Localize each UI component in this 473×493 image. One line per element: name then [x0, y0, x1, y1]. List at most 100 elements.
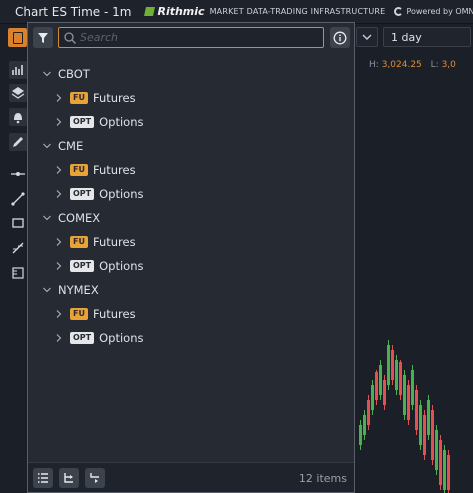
futures-badge: FU [70, 308, 88, 320]
exchange-label: COMEX [58, 211, 101, 225]
window-title: Chart ES Time - 1m [15, 4, 132, 19]
exchange-label: CBOT [58, 67, 90, 81]
candle-body [427, 400, 430, 435]
chevron-down-icon[interactable] [42, 69, 52, 79]
tree-item-comex-futures[interactable]: FU Futures [28, 231, 354, 253]
chevron-down-icon[interactable] [42, 141, 52, 151]
symbol-panel-toggle-button[interactable] [8, 28, 27, 47]
tree-item-label: Futures [92, 307, 136, 321]
rithmic-logo-icon [144, 7, 156, 16]
measure-tool[interactable] [9, 264, 27, 282]
options-badge: OPT [70, 332, 95, 344]
low-value: 3,0 [441, 60, 456, 70]
chevron-down-icon[interactable] [42, 285, 52, 295]
list-view-button[interactable] [33, 468, 53, 488]
futures-badge: FU [70, 92, 88, 104]
brand-tagline: MARKET DATA-TRADING INFRASTRUCTURE [209, 7, 386, 16]
candle-body [371, 385, 374, 410]
bar-chart-icon [12, 65, 23, 75]
candle-body [439, 440, 442, 485]
rectangle-tool[interactable] [9, 214, 27, 232]
chevron-right-icon[interactable] [54, 117, 64, 127]
candle-body [379, 365, 382, 395]
tree-item-label: Futures [92, 235, 136, 249]
powered-by: Powered by OMNE [394, 7, 473, 16]
chevron-down-icon[interactable] [42, 213, 52, 223]
tree-item-cbot-futures[interactable]: FU Futures [28, 87, 354, 109]
expand-all-button[interactable] [59, 468, 79, 488]
candle-body [387, 345, 390, 385]
chevron-right-icon[interactable] [54, 237, 64, 247]
tree-item-label: Options [99, 115, 144, 129]
candle-body [363, 415, 366, 435]
candle-body [367, 400, 370, 425]
list-view-icon [38, 473, 48, 483]
exchange-label: NYMEX [58, 283, 99, 297]
exchange-node-comex[interactable]: COMEX [28, 207, 354, 229]
chevron-right-icon[interactable] [54, 93, 64, 103]
tree-item-nymex-options[interactable]: OPT Options [28, 327, 354, 349]
dropdown-caret-button[interactable] [356, 27, 378, 47]
candle-body [435, 430, 438, 470]
layers-tool[interactable] [9, 84, 27, 102]
tree-item-nymex-futures[interactable]: FU Futures [28, 303, 354, 325]
chevron-right-icon[interactable] [54, 189, 64, 199]
chevron-right-icon[interactable] [54, 261, 64, 271]
candle-body [423, 415, 426, 455]
candle-body [375, 372, 378, 400]
symbol-browser-panel: CBOT FU Futures OPT Options CME FU Futur… [27, 22, 355, 493]
trend-line-tool[interactable] [9, 190, 27, 208]
candle-body [383, 380, 386, 405]
candle-body [403, 375, 406, 415]
tree-item-comex-options[interactable]: OPT Options [28, 255, 354, 277]
filter-icon [38, 33, 48, 43]
timeframe-select[interactable]: 1 day [383, 27, 471, 47]
panel-footer: 12 items [28, 462, 354, 492]
tree-item-label: Futures [92, 91, 136, 105]
draw-tool[interactable] [9, 133, 27, 151]
tree-item-cme-futures[interactable]: FU Futures [28, 159, 354, 181]
search-input[interactable] [80, 29, 315, 46]
candle-body [391, 350, 394, 380]
brand-name: Rithmic [157, 5, 205, 18]
options-badge: OPT [70, 116, 95, 128]
exchange-label: CME [58, 139, 84, 153]
candle-body [431, 410, 434, 460]
chevron-right-icon[interactable] [54, 165, 64, 175]
tree-item-label: Options [99, 187, 144, 201]
collapse-all-button[interactable] [85, 468, 105, 488]
chevron-right-icon[interactable] [54, 333, 64, 343]
powered-by-label: Powered by OMNE [406, 7, 473, 16]
candle-body [443, 450, 446, 490]
tree-collapse-icon [90, 473, 99, 483]
exchange-node-nymex[interactable]: NYMEX [28, 279, 354, 301]
info-button[interactable] [330, 27, 350, 48]
options-badge: OPT [70, 188, 95, 200]
tree-item-cbot-options[interactable]: OPT Options [28, 111, 354, 133]
candle-body [399, 362, 402, 395]
rectangle-icon [12, 218, 24, 228]
brand-logo: Rithmic MARKET DATA-TRADING INFRASTRUCTU… [144, 5, 386, 18]
fib-tool[interactable] [9, 239, 27, 257]
filter-button[interactable] [33, 27, 53, 48]
horizontal-line-icon [11, 172, 25, 176]
high-low-readout: H: 3,024.25 L: 3,0 [369, 60, 456, 70]
pencil-icon [13, 137, 23, 147]
fibonacci-icon [12, 242, 24, 254]
tree-item-label: Options [99, 331, 144, 345]
tree-item-cme-options[interactable]: OPT Options [28, 183, 354, 205]
candle-body [419, 405, 422, 445]
bell-icon [14, 113, 22, 124]
alerts-tool[interactable] [9, 108, 27, 126]
chevron-right-icon[interactable] [54, 309, 64, 319]
title-bar: Chart ES Time - 1m Rithmic MARKET DATA-T… [0, 0, 473, 24]
layers-icon [11, 87, 25, 99]
candle-body [359, 425, 362, 445]
candle-body [395, 360, 398, 390]
chart-type-tool[interactable] [9, 61, 27, 79]
candlestick-series [359, 340, 450, 493]
horizontal-line-tool[interactable] [9, 165, 27, 183]
search-box[interactable] [58, 27, 324, 48]
exchange-node-cme[interactable]: CME [28, 135, 354, 157]
exchange-node-cbot[interactable]: CBOT [28, 63, 354, 85]
